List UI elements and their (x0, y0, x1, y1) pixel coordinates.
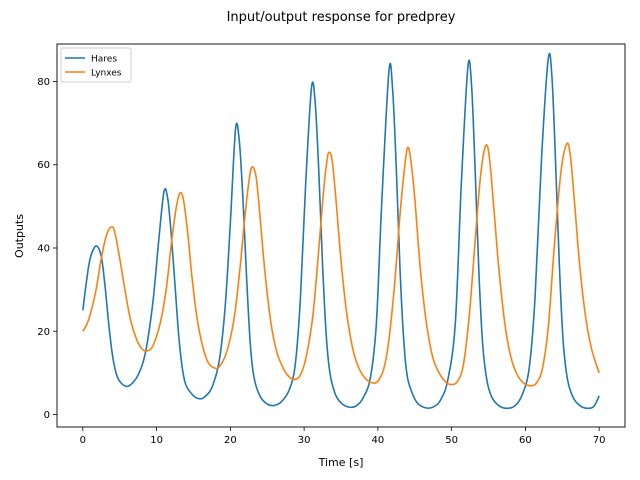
legend-box (60, 47, 132, 83)
x-tick-label: 70 (593, 435, 606, 446)
series-line-hares (82, 52, 600, 410)
y-tick-label: 60 (37, 160, 50, 171)
x-axis-label: Time [s] (318, 456, 364, 469)
legend: Hares Lynxes (60, 47, 132, 83)
x-axis-ticks: 0 10 20 30 40 50 60 70 (80, 427, 606, 446)
x-tick-label: 10 (150, 435, 163, 446)
y-tick-label: 20 (37, 327, 50, 338)
legend-label-hares: Hares (91, 55, 117, 65)
x-tick-label: 20 (224, 435, 237, 446)
x-tick-label: 30 (298, 435, 311, 446)
y-tick-label: 0 (44, 410, 50, 421)
x-tick-label: 60 (519, 435, 532, 446)
chart-title: Input/output response for predprey (227, 10, 456, 25)
legend-label-lynxes: Lynxes (91, 69, 122, 79)
y-tick-label: 40 (37, 243, 50, 254)
x-tick-label: 40 (372, 435, 385, 446)
plot-frame (56, 43, 626, 428)
y-axis-ticks: 0 20 40 60 80 (37, 77, 57, 421)
x-tick-label: 0 (80, 435, 86, 446)
series-group (82, 52, 600, 410)
series-line-lynxes (82, 142, 600, 387)
y-axis-label: Outputs (13, 214, 26, 258)
x-tick-label: 50 (445, 435, 458, 446)
y-tick-label: 80 (37, 77, 50, 88)
